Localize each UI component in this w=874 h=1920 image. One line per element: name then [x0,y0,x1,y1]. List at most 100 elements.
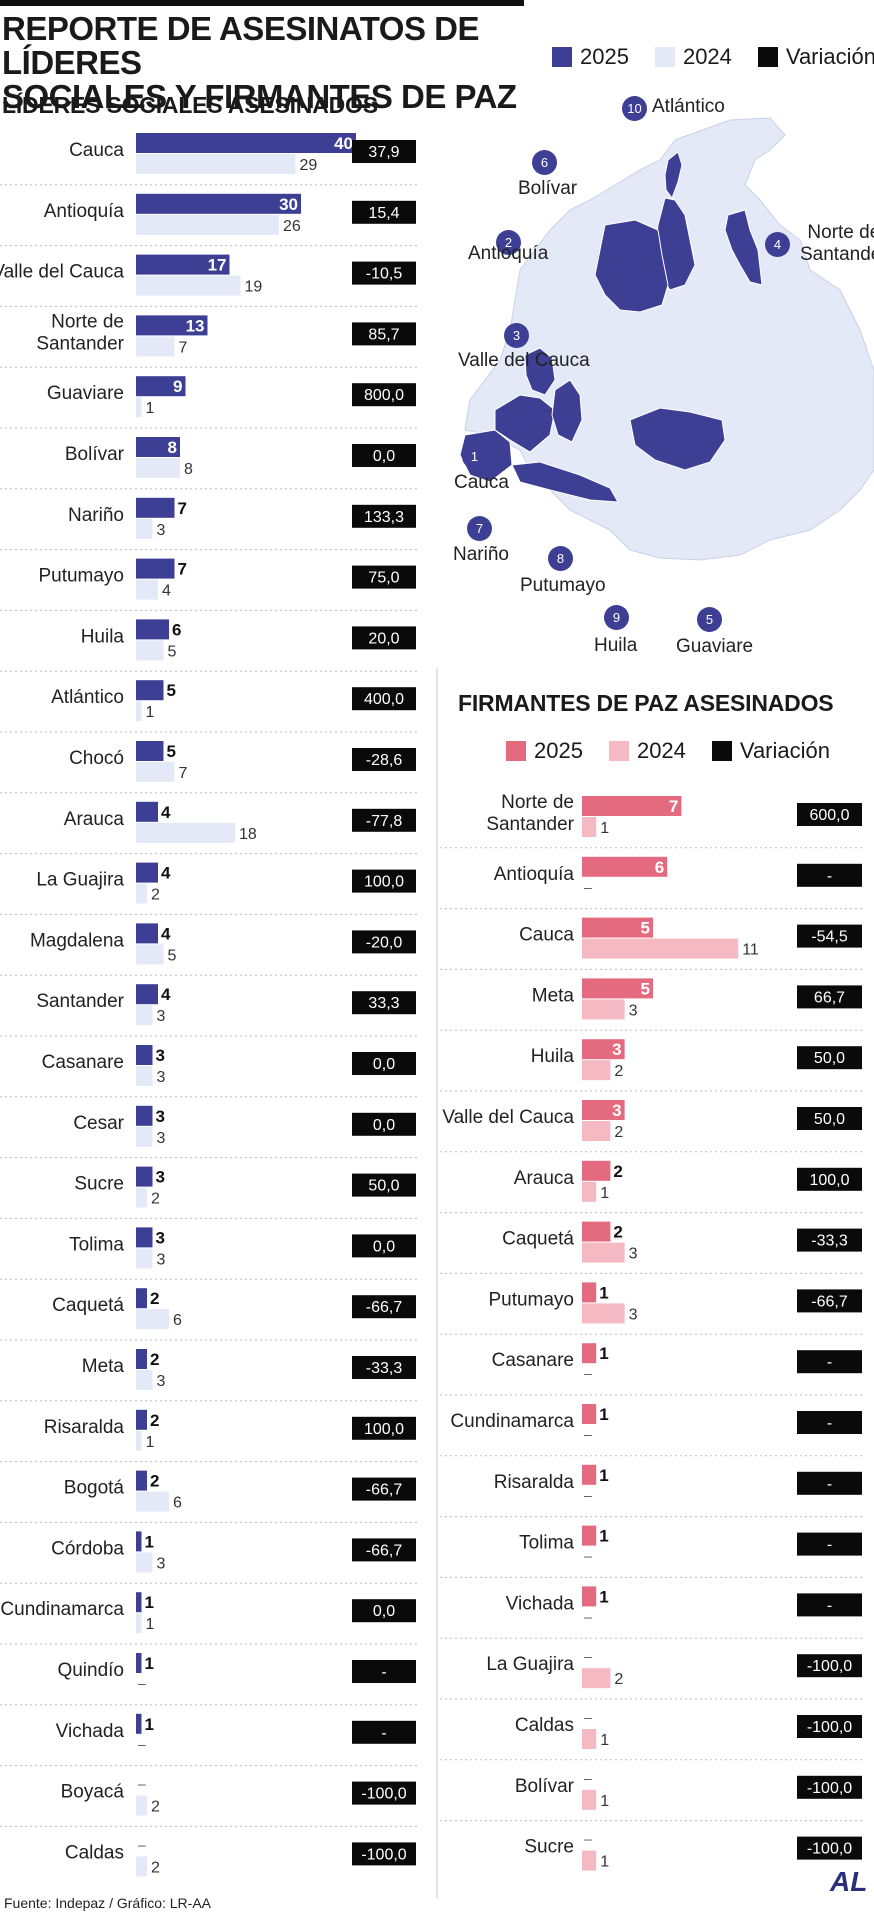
variation-box [797,1471,862,1495]
category-label: Cauca [69,140,124,161]
value-label-2024: 3 [157,1555,166,1572]
legend-label-2024: 2024 [682,44,732,69]
variation-box [352,869,416,893]
variation-value: -66,7 [366,1299,403,1316]
bar-2025 [136,801,158,822]
value-label-2024: 5 [168,947,177,964]
map-department-label: Nariño [453,544,509,565]
bar-2024 [136,1309,169,1330]
bar-2024 [136,1066,153,1086]
bar-2025 [136,1470,147,1491]
map-department-label: Huila [594,635,638,656]
bar-2025 [136,619,169,640]
variation-box [797,985,862,1009]
value-label-2024: 6 [173,1495,182,1512]
variation-value: - [827,1415,832,1432]
variation-value: -66,7 [366,1542,403,1559]
variation-value: -66,7 [366,1482,403,1499]
variation-value: -100,0 [361,1846,406,1863]
legend-label-2025: 2025 [580,44,629,69]
category-label: Meta [82,1356,125,1377]
value-label-2024: 1 [600,1732,609,1749]
variation-box [352,1173,416,1197]
variation-value: 0,0 [373,1056,395,1073]
bar-2025 [136,862,158,883]
variation-box [352,444,416,467]
legend-right: 2025 2024 Variación [506,738,830,764]
variation-box [797,1228,862,1252]
value-label-2024: 2 [614,1671,623,1688]
legend-label-2024-right: 2024 [636,738,686,763]
bar-2024 [136,397,142,418]
category-label: Casanare [42,1052,124,1073]
bar-2025 [582,856,668,877]
bar-2025 [136,254,230,275]
variation-box [352,930,416,954]
category-label: Bolívar [515,1776,575,1797]
empty-mark-2024: – [584,1487,592,1503]
variation-value: - [381,1664,386,1681]
category-label: Tolima [69,1234,124,1255]
title-line-1: REPORTE DE ASESINATOS DE LÍDERES [2,10,479,81]
value-label-2024: 3 [157,1373,166,1390]
bar-2024 [582,1850,597,1871]
legend-swatch-2025-pink [506,741,526,761]
variation-box [797,1715,862,1738]
value-label-2025: 3 [612,1040,621,1059]
bar-2025 [582,1282,597,1303]
map-department-label: Atlántico [652,96,725,117]
variation-value: - [827,1354,832,1371]
variation-value: 15,4 [368,205,399,222]
category-label: Huila [531,1046,575,1067]
value-label-2024: 1 [146,400,155,417]
bar-2024 [136,458,180,478]
bar-2024 [582,1181,597,1202]
legend-label-variation-right: Variación [739,738,830,763]
map-department-label: Antioquía [468,243,549,264]
variation-box [352,1416,416,1440]
category-label: Risaralda [44,1417,125,1438]
variation-value: 600,0 [809,807,849,824]
variation-box [352,261,416,285]
bar-2025 [582,1343,597,1364]
bar-2024 [136,336,175,357]
bar-2024 [136,1613,142,1634]
variation-box [352,565,416,589]
value-label-2024: 29 [300,157,318,174]
category-label: Risaralda [494,1472,575,1493]
empty-mark-2024: – [584,1548,592,1564]
variation-value: -66,7 [811,1293,848,1310]
bar-2025 [136,1409,147,1430]
value-label-2025: 4 [161,803,171,822]
value-label-2024: 3 [157,1130,166,1147]
bar-2025 [582,978,653,999]
bar-2025 [582,1160,611,1181]
variation-box [797,1775,862,1799]
value-label-2024: 1 [600,1793,609,1810]
bar-2025 [136,1653,142,1673]
variation-value: 100,0 [364,874,404,891]
bar-2024 [136,1856,147,1877]
value-label-2025: 6 [655,858,664,877]
value-label-2024: 1 [600,820,609,837]
category-label: Caquetá [502,1229,574,1250]
value-label-2024: 1 [146,704,155,721]
variation-box [797,1046,862,1070]
category-label: Bolívar [65,444,125,465]
category-label: Putumayo [488,1289,574,1310]
legend-swatch-2024 [654,47,675,67]
bar-2024 [582,1668,611,1689]
value-label-2024: 1 [600,1854,609,1871]
value-label-2024: 2 [151,887,160,904]
variation-value: -100,0 [807,1719,852,1736]
map-number-badge: 6 [532,150,557,175]
map-antioquia [594,219,669,313]
variation-value: -100,0 [807,1658,852,1675]
map-number-badge: 3 [504,323,529,348]
value-label-2025: 1 [599,1587,608,1606]
value-label-2025: 7 [669,797,678,816]
map-norte-santander [724,209,763,286]
variation-value: 20,0 [368,630,399,647]
variation-value: 400,0 [364,691,404,708]
empty-mark-2025: – [584,1709,592,1725]
